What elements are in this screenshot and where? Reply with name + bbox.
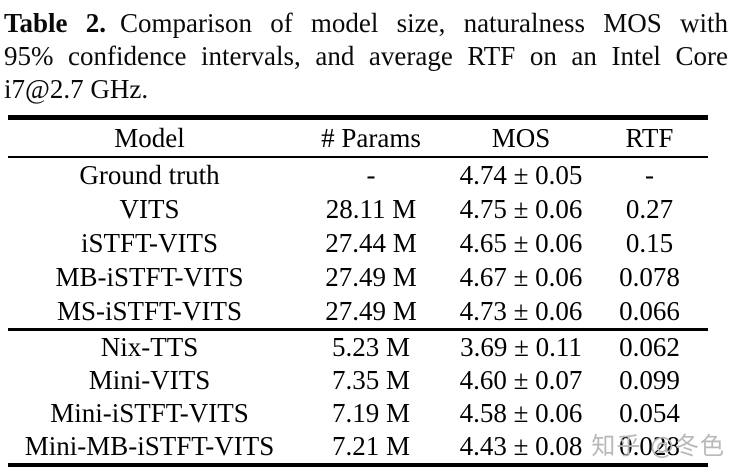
table-row-vits: VITS 28.11 M 4.75 ± 0.06 0.27 [8, 192, 708, 226]
col-header-model: Model [114, 123, 185, 153]
cell-model: iSTFT-VITS [80, 228, 219, 258]
caption-line-3: i7@2.7 GHz. [4, 74, 149, 104]
col-header-mos: MOS [491, 123, 551, 153]
table-row-ms-istft-vits: MS-iSTFT-VITS 27.49 M 4.73 ± 0.06 0.066 [8, 294, 708, 331]
cell-model: MS-iSTFT-VITS [56, 296, 243, 326]
cell-rtf: 0.15 [625, 228, 674, 258]
caption-table-label: Table 2. [4, 8, 106, 38]
cell-params: 28.11 M [325, 194, 417, 224]
table-row-nix-tts: Nix-TTS 5.23 M 3.69 ± 0.11 0.062 [8, 331, 708, 364]
cell-mos: 4.75 ± 0.06 [459, 194, 583, 224]
caption-line-1-text: Comparison of model size, naturalness MO… [120, 8, 728, 38]
cell-model: MB-iSTFT-VITS [55, 262, 244, 292]
cell-mos: 4.73 ± 0.06 [459, 296, 583, 326]
caption-line-2: 95% confidence intervals, and average RT… [4, 41, 728, 71]
cell-params: 7.19 M [331, 398, 410, 428]
table-row-ground-truth: Ground truth - 4.74 ± 0.05 - [8, 158, 708, 192]
results-table: Model # Params MOS RTF Ground truth - 4.… [8, 115, 708, 467]
cell-mos: 3.69 ± 0.11 [460, 332, 582, 362]
cell-rtf: 0.078 [619, 262, 680, 292]
cell-mos: 4.67 ± 0.06 [459, 262, 583, 292]
cell-params: 27.49 M [325, 262, 417, 292]
table-row-mini-vits: Mini-VITS 7.35 M 4.60 ± 0.07 0.099 [8, 364, 708, 397]
cell-rtf: 0.028 [619, 431, 680, 461]
cell-model: Mini-MB-iSTFT-VITS [24, 431, 275, 461]
cell-model: Mini-iSTFT-VITS [50, 398, 249, 428]
cell-mos: 4.74 ± 0.05 [459, 160, 583, 190]
cell-rtf: 0.27 [625, 194, 674, 224]
caption-line-1: Table 2. Comparison of model size, natura… [4, 7, 728, 40]
cell-mos: 4.65 ± 0.06 [459, 228, 583, 258]
cell-model: Mini-VITS [88, 365, 211, 395]
cell-params: 5.23 M [331, 332, 410, 362]
cell-rtf: 0.054 [619, 398, 680, 428]
table-row-mb-istft-vits: MB-iSTFT-VITS 27.49 M 4.67 ± 0.06 0.078 [8, 260, 708, 294]
cell-rtf: 0.066 [619, 296, 680, 326]
cell-params: 7.35 M [331, 365, 410, 395]
col-header-rtf: RTF [625, 123, 674, 153]
cell-model: VITS [119, 194, 180, 224]
cell-model: Ground truth [79, 160, 220, 190]
cell-model: Nix-TTS [100, 332, 199, 362]
cell-rtf: 0.099 [619, 365, 680, 395]
cell-rtf: - [645, 160, 654, 190]
table-row-mini-mb-istft-vits: Mini-MB-iSTFT-VITS 7.21 M 4.43 ± 0.08 0.… [8, 430, 708, 463]
cell-params: 7.21 M [331, 431, 410, 461]
table-caption: Table 2. Comparison of model size, natura… [4, 7, 728, 106]
cell-params: - [366, 160, 376, 190]
col-header-params: # Params [321, 123, 421, 153]
cell-mos: 4.43 ± 0.08 [459, 431, 583, 461]
cell-mos: 4.60 ± 0.07 [459, 365, 583, 395]
cell-mos: 4.58 ± 0.06 [459, 398, 583, 428]
cell-rtf: 0.062 [619, 332, 680, 362]
table-header-row: Model # Params MOS RTF [8, 120, 708, 158]
cell-params: 27.49 M [325, 296, 417, 326]
cell-params: 27.44 M [325, 228, 417, 258]
table-row-istft-vits: iSTFT-VITS 27.44 M 4.65 ± 0.06 0.15 [8, 226, 708, 260]
table-row-mini-istft-vits: Mini-iSTFT-VITS 7.19 M 4.58 ± 0.06 0.054 [8, 397, 708, 430]
